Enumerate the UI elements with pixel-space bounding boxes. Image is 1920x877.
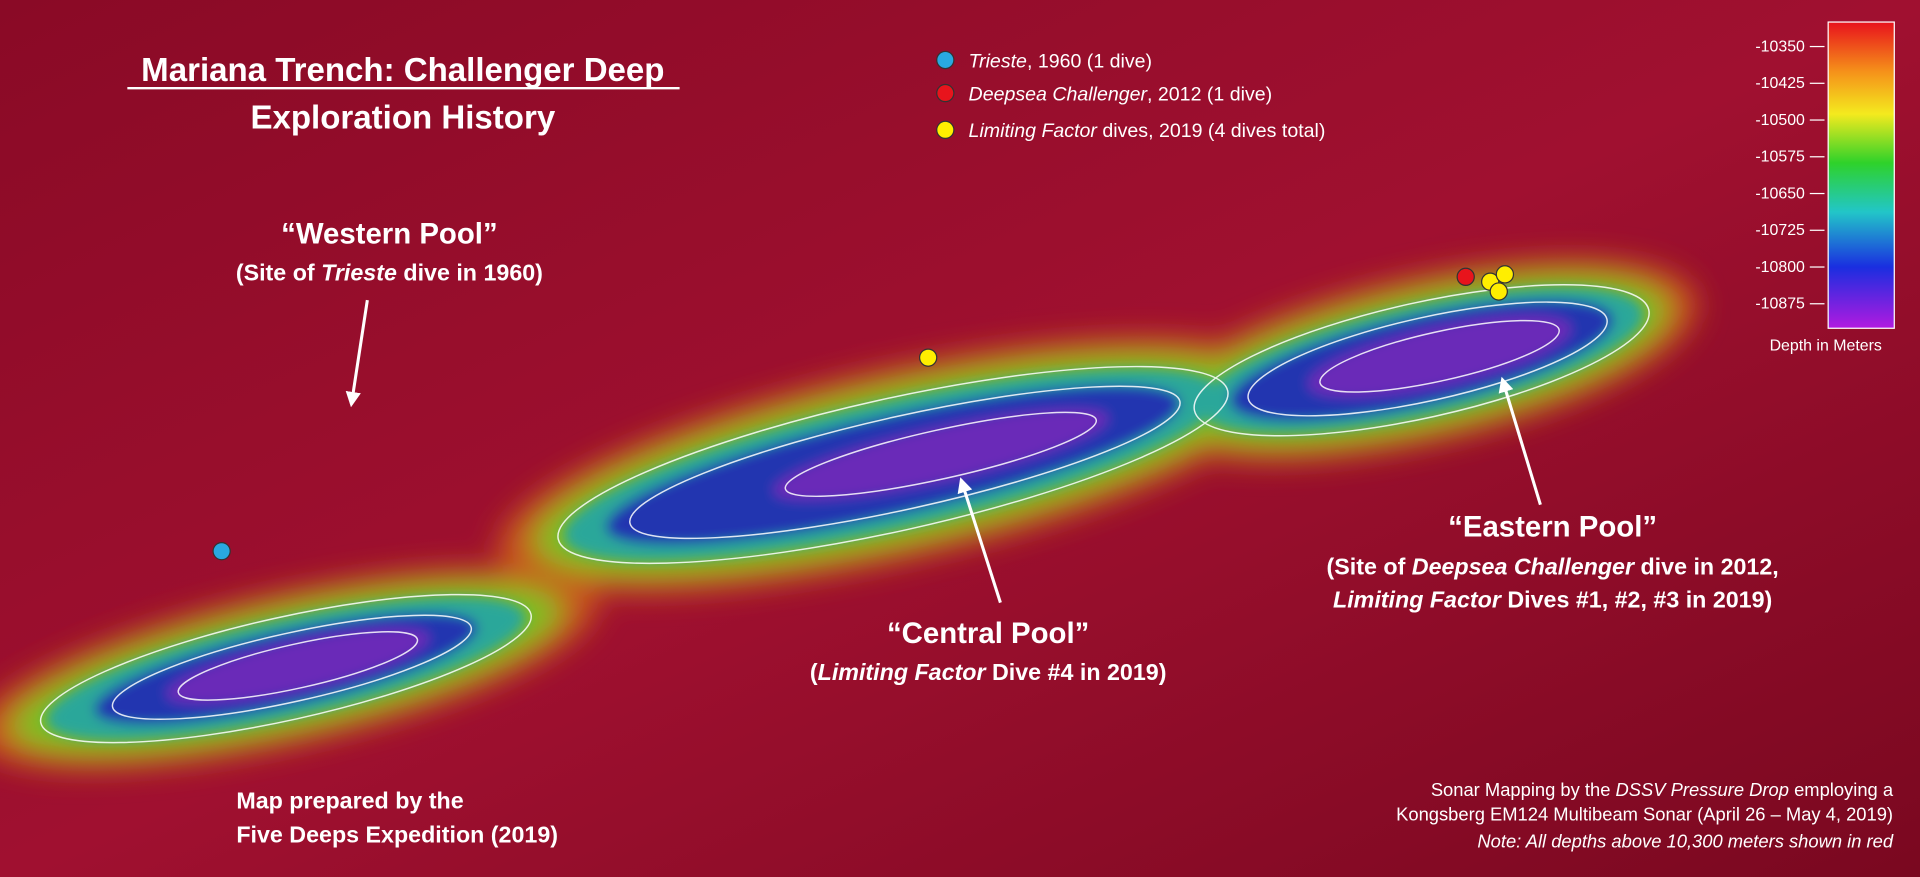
colorbar-tick-label: -10425	[1755, 75, 1805, 92]
vessel: Limiting Factor	[1333, 587, 1503, 613]
colorbar-tick-label: -10500	[1755, 112, 1805, 129]
vessel: Deepsea Challenger	[1412, 553, 1636, 579]
colorbar-tick-label: -10575	[1755, 149, 1805, 166]
dive-site	[1456, 267, 1475, 287]
pool-note: (Limiting Factor Dive #4 in 2019)	[810, 659, 1167, 685]
arrow	[1498, 376, 1542, 506]
text: dive in 2012,	[1634, 553, 1779, 579]
dive-site	[918, 348, 938, 367]
text: (Site of	[1327, 553, 1412, 579]
pool-note: (Site of Trieste dive in 1960)	[236, 259, 543, 285]
legend-marker	[936, 83, 955, 103]
credit: Note: All depths above 10,300 meters sho…	[1477, 831, 1893, 852]
dive-site	[1489, 282, 1508, 301]
colorbar-tick-label: -10650	[1755, 185, 1805, 202]
vessel: Trieste	[969, 50, 1027, 72]
arrow	[345, 299, 369, 408]
colorbar-tick-label: -10875	[1755, 296, 1805, 313]
text: (	[810, 659, 818, 685]
colorbar-caption: Depth in Meters	[1770, 337, 1882, 354]
credit: Kongsberg EM124 Multibeam Sonar (April 2…	[1396, 804, 1893, 825]
arrow	[957, 477, 1002, 604]
legend-label: Deepsea Challenger, 2012 (1 dive)	[969, 83, 1273, 105]
vessel: Deepsea Challenger	[969, 83, 1149, 105]
vessel: DSSV Pressure Drop	[1616, 779, 1789, 800]
title: Mariana Trench: Challenger Deep	[141, 52, 664, 89]
text: , 2012 (1 dive)	[1147, 83, 1272, 105]
pool-name: “Central Pool”	[887, 617, 1089, 650]
text: , 1960 (1 dive)	[1027, 50, 1152, 72]
dive-site	[212, 542, 231, 561]
arrows	[345, 299, 1542, 604]
pool-name: “Eastern Pool”	[1448, 510, 1657, 543]
text: (Site of	[236, 259, 321, 285]
title: Exploration History	[250, 100, 555, 137]
colorbar-tick-label: -10350	[1755, 38, 1805, 55]
text: dive in 1960)	[397, 259, 543, 285]
colorbar-tick-label: -10725	[1755, 222, 1805, 239]
colorbar-scale	[1827, 21, 1895, 329]
vessel: Limiting Factor	[969, 120, 1099, 142]
pool-note: Limiting Factor Dives #1, #2, #3 in 2019…	[1333, 587, 1772, 613]
credit: Sonar Mapping by the DSSV Pressure Drop …	[1431, 779, 1894, 800]
credit: Five Deeps Expedition (2019)	[236, 822, 558, 848]
text: Dive #4 in 2019)	[986, 659, 1167, 685]
legend-marker	[936, 120, 955, 140]
colorbar-tick-label: -10800	[1755, 259, 1805, 276]
text: dives, 2019 (4 dives total)	[1097, 120, 1326, 142]
text: Sonar Mapping by the	[1431, 779, 1616, 800]
text: employing a	[1789, 779, 1894, 800]
legend-label: Trieste, 1960 (1 dive)	[969, 50, 1153, 72]
dive-sites	[212, 265, 1515, 561]
pool-name: “Western Pool”	[281, 218, 498, 251]
legend-label: Limiting Factor dives, 2019 (4 dives tot…	[969, 120, 1326, 142]
legend-marker	[936, 50, 955, 70]
colorbar: Depth in Meters -10350 -10425 -10500 -10575…	[1755, 21, 1895, 354]
credit: Map prepared by the	[236, 787, 463, 813]
legend: Trieste, 1960 (1 dive) Deepsea Challenger…	[936, 50, 1326, 142]
vessel: Trieste	[321, 259, 397, 285]
pool-note: (Site of Deepsea Challenger dive in 2012…	[1327, 553, 1779, 579]
vessel: Limiting Factor	[818, 659, 988, 685]
dive-site	[1495, 265, 1515, 284]
trench	[0, 258, 1698, 770]
text: Dives #1, #2, #3 in 2019)	[1501, 587, 1772, 613]
